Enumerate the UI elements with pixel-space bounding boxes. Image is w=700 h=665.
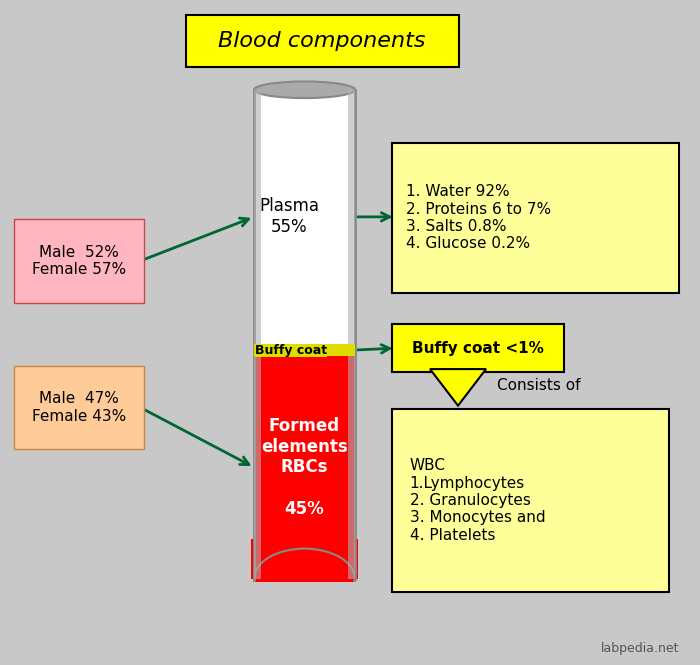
Bar xyxy=(254,344,355,356)
Text: Blood components: Blood components xyxy=(218,31,426,51)
Bar xyxy=(254,90,355,579)
Ellipse shape xyxy=(254,81,355,98)
Text: Male  47%
Female 43%: Male 47% Female 43% xyxy=(32,391,126,424)
FancyBboxPatch shape xyxy=(186,15,458,67)
FancyBboxPatch shape xyxy=(392,409,668,592)
Text: Consists of: Consists of xyxy=(496,378,580,393)
Bar xyxy=(348,90,355,579)
Text: 1. Water 92%
2. Proteins 6 to 7%
3. Salts 0.8%
4. Glucose 0.2%: 1. Water 92% 2. Proteins 6 to 7% 3. Salt… xyxy=(406,184,551,251)
Bar xyxy=(251,539,358,579)
Text: Male  52%
Female 57%: Male 52% Female 57% xyxy=(32,245,126,277)
Bar xyxy=(254,356,355,579)
Bar xyxy=(254,344,355,356)
Bar xyxy=(247,582,362,618)
Bar xyxy=(254,90,261,579)
FancyBboxPatch shape xyxy=(14,366,144,449)
Text: WBC
1.Lymphocytes
2. Granulocytes
3. Monocytes and
4. Platelets: WBC 1.Lymphocytes 2. Granulocytes 3. Mon… xyxy=(410,458,545,543)
Text: Formed
elements
RBCs

45%: Formed elements RBCs 45% xyxy=(261,417,348,518)
Polygon shape xyxy=(430,369,486,406)
Text: Buffy coat: Buffy coat xyxy=(255,344,327,356)
Ellipse shape xyxy=(254,549,355,608)
FancyBboxPatch shape xyxy=(392,143,679,293)
Text: labpedia.net: labpedia.net xyxy=(601,642,679,655)
FancyBboxPatch shape xyxy=(392,324,564,372)
FancyBboxPatch shape xyxy=(14,219,144,303)
Text: Plasma
55%: Plasma 55% xyxy=(260,198,319,236)
Text: Buffy coat <1%: Buffy coat <1% xyxy=(412,340,544,356)
